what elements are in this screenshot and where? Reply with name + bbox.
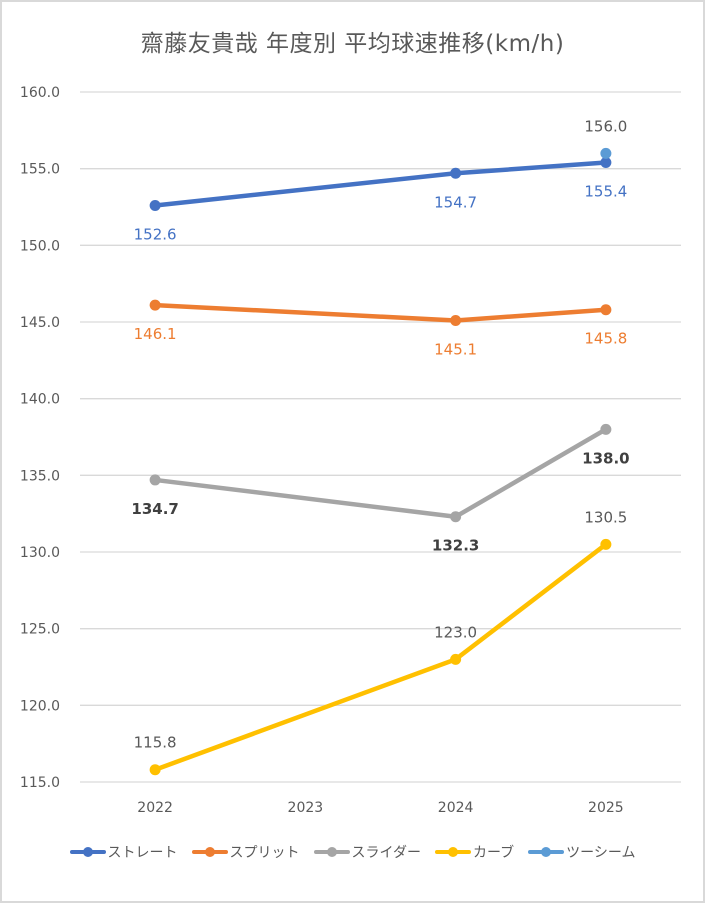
data-label: 130.5 [584,508,627,526]
x-tick-label: 2025 [588,800,624,816]
data-label: 145.8 [584,330,627,348]
legend-label: カーブ [472,845,515,861]
data-point [600,157,612,169]
y-tick-label: 145.0 [20,315,60,331]
data-point [600,423,612,435]
data-point [450,314,462,326]
series-lines [152,160,609,772]
legend-label: ストレート [107,845,178,861]
y-tick-label: 155.0 [20,162,60,178]
data-label: 138.0 [582,449,629,467]
y-tick-label: 135.0 [20,468,60,484]
data-label: 134.7 [131,500,178,518]
data-label: 156.0 [584,117,627,135]
legend-label: スライダー [351,845,421,861]
data-label: 154.7 [434,193,477,211]
data-point [149,299,161,311]
legend-item: ツーシーム [528,842,635,862]
data-label: 145.1 [434,340,477,358]
y-tick-label: 115.0 [20,775,60,791]
y-tick-label: 150.0 [20,238,60,254]
data-labels: 152.6 154.7 155.4 146.1 145.1 145.8 134.7 132.3… [131,117,629,751]
series-line-3 [152,542,609,772]
legend-item: スライダー [313,842,421,862]
data-point [600,304,612,316]
data-label: 123.0 [434,623,477,641]
series-points [149,147,612,776]
data-point [600,538,612,550]
legend-label: ツーシーム [566,845,636,861]
data-point [600,147,612,159]
legend-marker-icon [313,845,350,859]
data-label: 152.6 [134,225,177,243]
x-axis-tick-labels: 2022 2023 2024 2025 [137,800,623,816]
data-point [149,474,161,486]
gridlines [80,91,681,783]
series-line-1 [152,302,609,323]
data-point [149,764,161,776]
legend-label: スプリット [229,845,300,861]
y-tick-label: 125.0 [20,622,60,638]
y-axis-tick-labels: 115.0 120.0 125.0 130.0 135.0 140.0 145.0 150.0… [20,85,60,791]
y-tick-label: 120.0 [20,698,60,714]
legend-item: スプリット [191,842,300,862]
chart-title: 齋藤友貴哉 年度別 平均球速推移(km/h) [140,31,565,57]
legend-marker-icon [434,845,471,859]
legend: ストレート スプリット スライダー カーブ ツーシーム [0,842,705,862]
data-point [450,653,462,665]
data-point [450,511,462,523]
legend-item: カーブ [434,842,515,862]
x-tick-label: 2023 [288,800,324,816]
y-tick-label: 140.0 [20,392,60,408]
legend-marker-icon [69,845,106,859]
legend-marker-icon [528,845,565,859]
y-tick-label: 160.0 [20,85,60,101]
legend-item: ストレート [69,842,178,862]
y-tick-label: 130.0 [20,545,60,561]
data-label: 146.1 [134,325,177,343]
x-tick-label: 2024 [438,800,474,816]
x-tick-label: 2022 [137,800,173,816]
data-label: 115.8 [134,734,177,752]
data-label: 132.3 [432,537,479,555]
series-line-2 [152,427,609,519]
legend-marker-icon [191,845,228,859]
data-label: 155.4 [584,183,627,201]
data-point [149,199,161,211]
data-point [450,167,462,179]
